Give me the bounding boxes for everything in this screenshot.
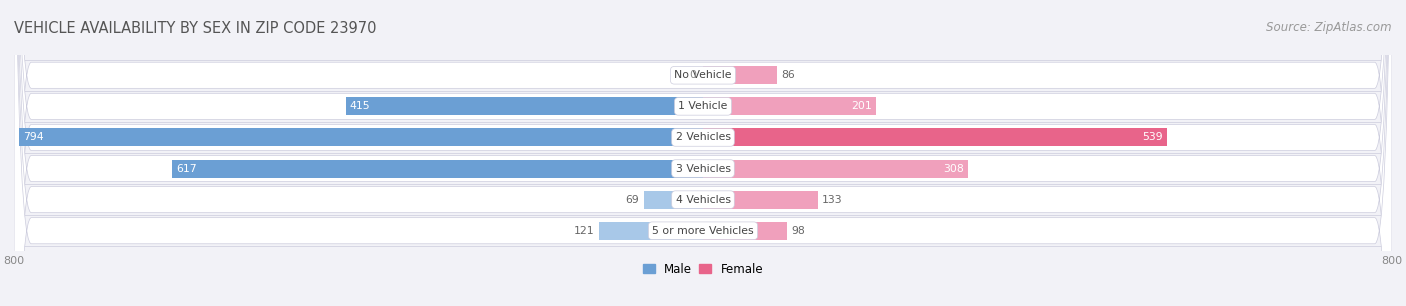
Bar: [703, 159, 969, 177]
Bar: [172, 159, 703, 177]
FancyBboxPatch shape: [14, 0, 1392, 306]
Bar: [644, 191, 703, 209]
FancyBboxPatch shape: [14, 0, 1392, 306]
FancyBboxPatch shape: [14, 0, 1392, 306]
Text: Source: ZipAtlas.com: Source: ZipAtlas.com: [1267, 21, 1392, 34]
Text: 5 or more Vehicles: 5 or more Vehicles: [652, 226, 754, 236]
Text: 3 Vehicles: 3 Vehicles: [675, 163, 731, 174]
Text: 121: 121: [574, 226, 595, 236]
Text: 1 Vehicle: 1 Vehicle: [678, 101, 728, 111]
Text: 539: 539: [1142, 132, 1163, 143]
Bar: [703, 191, 817, 209]
Text: 0: 0: [689, 70, 696, 80]
Bar: [346, 97, 703, 115]
Text: 617: 617: [176, 163, 197, 174]
Legend: Male, Female: Male, Female: [638, 258, 768, 280]
Bar: [20, 129, 703, 147]
Text: 98: 98: [792, 226, 806, 236]
Text: 415: 415: [350, 101, 371, 111]
Text: 4 Vehicles: 4 Vehicles: [675, 195, 731, 205]
Text: No Vehicle: No Vehicle: [675, 70, 731, 80]
Bar: [703, 129, 1167, 147]
Bar: [703, 97, 876, 115]
Bar: [703, 66, 778, 84]
Bar: [703, 222, 787, 240]
Bar: [599, 222, 703, 240]
Text: 69: 69: [626, 195, 640, 205]
Text: 201: 201: [851, 101, 872, 111]
FancyBboxPatch shape: [14, 0, 1392, 306]
Text: 133: 133: [823, 195, 842, 205]
Text: 86: 86: [782, 70, 796, 80]
FancyBboxPatch shape: [14, 0, 1392, 306]
FancyBboxPatch shape: [14, 0, 1392, 306]
Text: 794: 794: [24, 132, 44, 143]
Text: 2 Vehicles: 2 Vehicles: [675, 132, 731, 143]
Text: 308: 308: [943, 163, 965, 174]
Text: VEHICLE AVAILABILITY BY SEX IN ZIP CODE 23970: VEHICLE AVAILABILITY BY SEX IN ZIP CODE …: [14, 21, 377, 36]
